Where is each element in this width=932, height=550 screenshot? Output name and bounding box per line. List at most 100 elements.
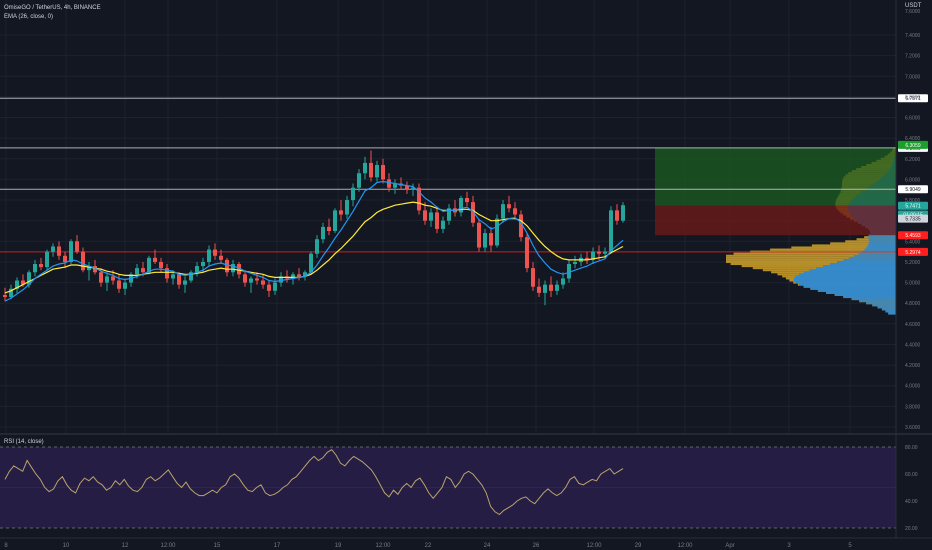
candle-body bbox=[183, 280, 187, 285]
candle-body bbox=[189, 272, 193, 281]
volume-bar-sell bbox=[770, 248, 896, 251]
candle-body bbox=[63, 255, 67, 262]
candle-body bbox=[603, 251, 607, 254]
price-tick-label: 3.6000 bbox=[905, 425, 921, 431]
volume-bar-buy bbox=[868, 242, 896, 245]
candle-body bbox=[87, 266, 91, 271]
volume-bar-sell bbox=[726, 260, 896, 263]
volume-bar-buy bbox=[834, 293, 896, 296]
price-tick-label: 6.0000 bbox=[905, 177, 921, 183]
price-tick-label: 4.2000 bbox=[905, 363, 921, 369]
time-tick-label: 24 bbox=[484, 543, 491, 549]
symbol-title[interactable]: OmiseGO / TetherUS, 4h, BINANCE bbox=[4, 5, 101, 11]
candle-body bbox=[237, 264, 241, 275]
candle-body bbox=[447, 208, 451, 221]
volume-bar-buy bbox=[851, 298, 896, 301]
candle-body bbox=[585, 257, 589, 260]
time-tick-label: 12 bbox=[122, 543, 129, 549]
candle-body bbox=[621, 205, 625, 221]
candle-body bbox=[303, 272, 307, 277]
candle-body bbox=[597, 251, 601, 254]
volume-bar-buy bbox=[804, 285, 896, 288]
candle-body bbox=[345, 200, 349, 215]
candle-body bbox=[147, 257, 151, 273]
candle-body bbox=[375, 164, 379, 178]
candle-body bbox=[231, 264, 235, 273]
price-tick-label: 7.4000 bbox=[905, 33, 921, 39]
candle-body bbox=[153, 257, 157, 262]
time-tick-label: 12:00 bbox=[677, 543, 693, 549]
candle-body bbox=[21, 280, 25, 285]
price-tick-label: 5.2000 bbox=[905, 260, 921, 266]
volume-bar-buy bbox=[826, 291, 896, 294]
volume-bar-buy bbox=[868, 238, 896, 241]
price-tick-label: 6.4000 bbox=[905, 136, 921, 142]
candle-body bbox=[417, 187, 421, 211]
horizontal-levels[interactable]: 6.7871 6.3059 5.9049 5.2974 bbox=[0, 94, 928, 256]
candle-body bbox=[255, 278, 259, 281]
rsi-axis: 80.00 60.00 40.00 20.00 bbox=[905, 445, 918, 532]
candle-body bbox=[441, 220, 445, 229]
volume-bar-buy bbox=[866, 246, 896, 249]
candle-body bbox=[471, 202, 475, 223]
candle-body bbox=[213, 249, 217, 256]
volume-bar-buy bbox=[830, 262, 896, 266]
time-tick-label: 12:00 bbox=[160, 543, 176, 549]
time-tick-label: 29 bbox=[635, 543, 642, 549]
ema-lines bbox=[4, 180, 624, 302]
candle-body bbox=[315, 239, 319, 254]
candle-body bbox=[123, 282, 127, 289]
candle-body bbox=[357, 173, 361, 188]
time-axis[interactable]: 8 10 12 12:00 15 17 19 12:00 22 24 26 12:00 29 12:00 A… bbox=[4, 543, 852, 549]
time-tick-label: 10 bbox=[63, 543, 70, 549]
candle-body bbox=[363, 162, 367, 174]
time-tick-label: 8 bbox=[4, 543, 8, 549]
candle-body bbox=[93, 266, 97, 273]
candle-body bbox=[39, 264, 43, 268]
time-tick-label: 12:00 bbox=[586, 543, 602, 549]
candle-body bbox=[15, 280, 19, 289]
candle-body bbox=[105, 276, 109, 283]
volume-bar-sell bbox=[830, 242, 896, 245]
volume-bar-buy bbox=[798, 273, 896, 276]
level-price-label: 6.3059 bbox=[905, 146, 921, 152]
candle-body bbox=[537, 286, 541, 293]
candle-body bbox=[405, 185, 409, 190]
volume-bar-buy bbox=[872, 304, 896, 307]
volume-bar-buy bbox=[859, 300, 896, 303]
price-tag-label: 5.7471 bbox=[905, 204, 921, 210]
candle-body bbox=[321, 226, 325, 240]
volume-bar-buy bbox=[793, 279, 896, 282]
candle-body bbox=[99, 272, 103, 283]
price-tick-label: 5.0000 bbox=[905, 281, 921, 287]
volume-bar-buy bbox=[843, 258, 896, 261]
candle-body bbox=[159, 261, 163, 269]
candle-body bbox=[309, 253, 313, 273]
volume-bar-buy bbox=[858, 252, 896, 255]
time-tick-label: 12:00 bbox=[375, 543, 391, 549]
price-tag-box bbox=[898, 214, 928, 223]
candle-body bbox=[45, 251, 49, 268]
rsi-tick-label: 60.00 bbox=[905, 472, 918, 478]
candle-body bbox=[291, 274, 295, 279]
candle-body bbox=[69, 241, 73, 262]
candle-body bbox=[57, 246, 61, 256]
volume-bar-buy bbox=[816, 267, 896, 270]
price-tick-label: 4.0000 bbox=[905, 384, 921, 390]
candle-body bbox=[609, 210, 613, 252]
candle-body bbox=[273, 282, 277, 291]
candle-body bbox=[333, 210, 337, 231]
ema-legend[interactable]: EMA (26, close, 0) bbox=[4, 14, 53, 20]
price-tag-label: 5.4593 bbox=[905, 233, 921, 239]
level-price-label: 5.2974 bbox=[905, 250, 921, 256]
volume-bar-sell bbox=[726, 254, 896, 257]
candle-body bbox=[459, 197, 463, 213]
candle-body bbox=[381, 164, 385, 180]
price-tick-label: 6.2000 bbox=[905, 157, 921, 163]
time-tick-label: 15 bbox=[214, 543, 221, 549]
price-tick-label: 4.6000 bbox=[905, 322, 921, 328]
volume-bar-buy bbox=[803, 271, 896, 274]
rsi-title[interactable]: RSI (14, close) bbox=[4, 439, 44, 445]
